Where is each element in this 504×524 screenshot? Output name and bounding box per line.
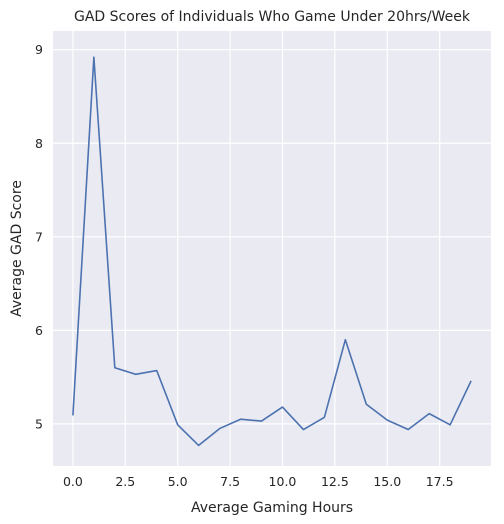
x-axis-label: Average Gaming Hours: [191, 500, 353, 516]
x-tick-label: 7.5: [220, 474, 240, 489]
x-tick-label: 0.0: [63, 474, 83, 489]
y-axis-label: Average GAD Score: [9, 180, 25, 317]
series-layer: [72, 56, 472, 447]
x-tick-label: 12.5: [321, 474, 349, 489]
series-line: [72, 56, 472, 447]
x-tick-label: 17.5: [426, 474, 454, 489]
plot-area: [53, 31, 491, 466]
x-tick-label: 2.5: [115, 474, 135, 489]
y-tick-label: 8: [35, 136, 43, 151]
x-tick-label: 10.0: [269, 474, 297, 489]
y-tick-label: 6: [35, 323, 43, 338]
x-tick-label: 15.0: [373, 474, 401, 489]
x-axis-ticks: 0.0 2.5 5.0 7.5 10.0 12.5 15.0 17.5: [63, 474, 454, 489]
y-tick-label: 7: [35, 229, 43, 244]
y-tick-label: 9: [35, 42, 43, 57]
grid-lines: [53, 31, 491, 466]
y-tick-label: 5: [35, 416, 43, 431]
y-axis-ticks: 5 6 7 8 9: [35, 42, 43, 431]
x-tick-label: 5.0: [168, 474, 188, 489]
chart-title: GAD Scores of Individuals Who Game Under…: [74, 9, 471, 25]
